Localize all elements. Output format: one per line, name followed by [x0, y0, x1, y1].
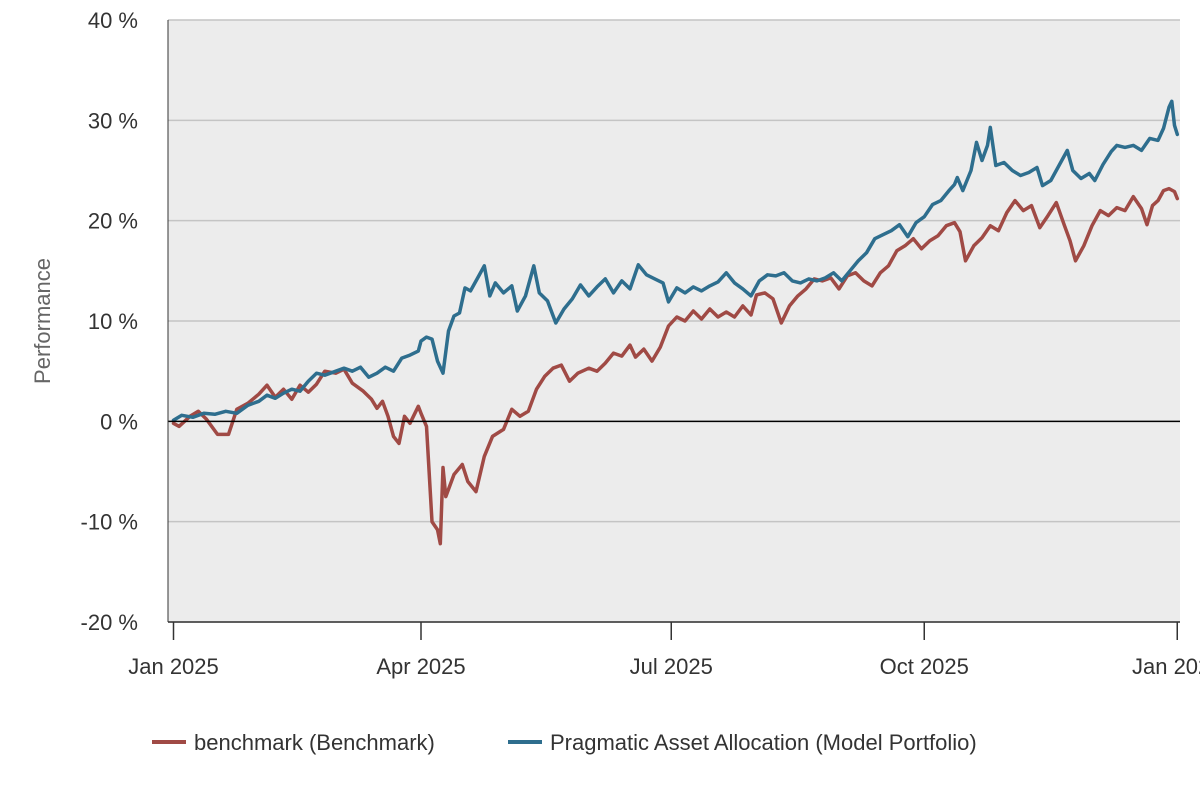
legend: benchmark (Benchmark) Pragmatic Asset Al… — [152, 730, 977, 755]
series-line-benchmark — [171, 186, 1180, 546]
y-tick-label: -10 % — [81, 510, 138, 535]
axes — [167, 20, 1180, 623]
series-lines — [171, 99, 1180, 546]
x-tick-label: Jan 2025 — [128, 654, 219, 679]
legend-label-portfolio: Pragmatic Asset Allocation (Model Portfo… — [550, 730, 977, 755]
x-tick-label: Jul 2025 — [630, 654, 713, 679]
y-tick-label: 20 % — [88, 209, 138, 234]
y-tick-label: -20 % — [81, 610, 138, 635]
series-line-portfolio — [171, 99, 1180, 423]
legend-item-benchmark[interactable]: benchmark (Benchmark) — [152, 730, 435, 755]
x-tick-label: Jan 2026 — [1132, 654, 1200, 679]
x-tick-label: Apr 2025 — [376, 654, 465, 679]
y-tick-label: 30 % — [88, 108, 138, 133]
x-tick-labels: Jan 2025 Apr 2025 Jul 2025 Oct 2025 Jan 2026 — [128, 622, 1200, 679]
y-axis-title: Performance — [30, 258, 55, 384]
legend-item-portfolio[interactable]: Pragmatic Asset Allocation (Model Portfo… — [508, 730, 977, 755]
y-tick-label: 0 % — [100, 409, 138, 434]
y-tick-label: 40 % — [88, 8, 138, 33]
x-tick-label: Oct 2025 — [880, 654, 969, 679]
y-tick-labels: -20 % -10 % 0 % 10 % 20 % 30 % 40 % — [81, 8, 138, 635]
legend-label-benchmark: benchmark (Benchmark) — [194, 730, 435, 755]
y-tick-label: 10 % — [88, 309, 138, 334]
